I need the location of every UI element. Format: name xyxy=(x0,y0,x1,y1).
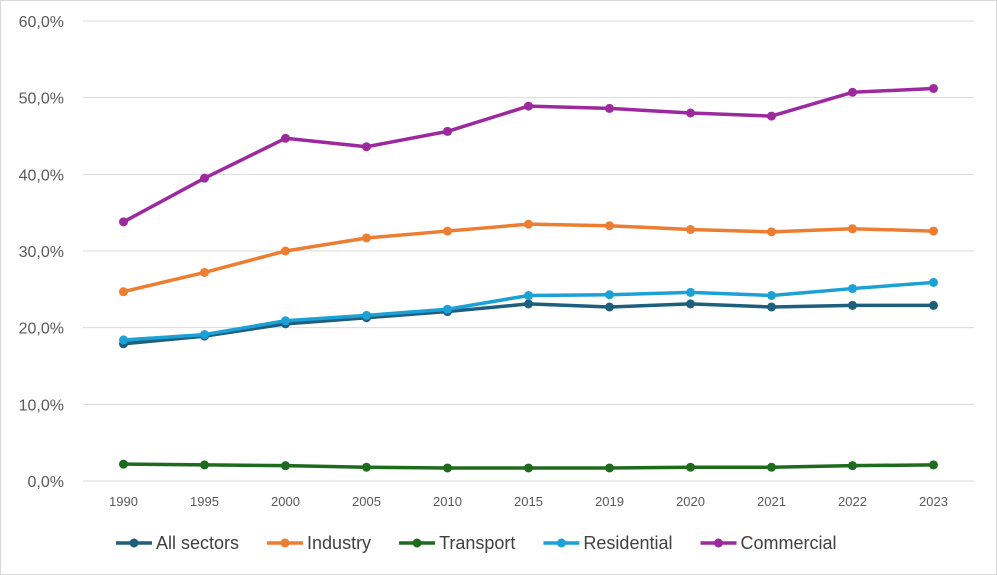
data-point xyxy=(848,284,857,294)
x-tick-label: 2005 xyxy=(352,494,381,509)
data-point xyxy=(686,462,695,472)
series-industry xyxy=(119,219,938,297)
x-tick-label: 2021 xyxy=(757,494,786,509)
data-point xyxy=(443,226,452,236)
data-point xyxy=(767,462,776,472)
data-point xyxy=(848,224,857,234)
data-point xyxy=(605,302,614,312)
data-point xyxy=(686,299,695,309)
data-point xyxy=(119,217,128,227)
data-point xyxy=(281,316,290,326)
y-tick-label: 20,0% xyxy=(19,321,64,338)
data-point xyxy=(767,302,776,312)
x-tick-label: 1995 xyxy=(190,494,219,509)
x-tick-label: 2020 xyxy=(676,494,705,509)
data-point xyxy=(524,290,533,300)
data-point xyxy=(848,87,857,97)
data-point xyxy=(929,226,938,236)
data-point xyxy=(605,290,614,300)
legend-marker xyxy=(412,538,422,548)
y-axis: 0,0% 10,0% 20,0% 30,0% 40,0% 50,0% 60,0% xyxy=(19,14,64,491)
y-tick-label: 10,0% xyxy=(19,397,64,414)
legend: All sectors Industry Transport Residential C… xyxy=(116,533,837,553)
legend-label: Residential xyxy=(583,533,672,553)
data-point xyxy=(767,111,776,121)
data-point xyxy=(686,108,695,118)
x-tick-label: 2019 xyxy=(595,494,624,509)
data-point xyxy=(524,463,533,473)
y-tick-label: 50,0% xyxy=(19,91,64,108)
series-line xyxy=(121,222,936,294)
data-point xyxy=(605,221,614,231)
data-point xyxy=(119,335,128,345)
data-point xyxy=(443,463,452,473)
data-point xyxy=(443,304,452,314)
legend-label: Commercial xyxy=(740,533,836,553)
legend-item: All sectors xyxy=(116,533,239,553)
x-axis: 1990 1995 2000 2005 2010 2015 2019 2020 2021 2022… xyxy=(109,494,948,509)
legend-label: Industry xyxy=(307,533,371,553)
data-point xyxy=(443,126,452,136)
data-point xyxy=(281,461,290,471)
data-point xyxy=(686,225,695,235)
data-point xyxy=(362,233,371,243)
y-tick-label: 60,0% xyxy=(19,14,64,31)
data-point xyxy=(605,103,614,113)
data-point xyxy=(605,463,614,473)
data-point xyxy=(767,290,776,300)
data-point xyxy=(929,83,938,93)
legend-item: Commercial xyxy=(700,533,837,553)
data-point xyxy=(524,219,533,229)
x-tick-label: 2022 xyxy=(838,494,867,509)
legend-item: Transport xyxy=(399,533,515,553)
data-point xyxy=(200,173,209,183)
data-point xyxy=(848,300,857,310)
legend-marker xyxy=(280,538,290,548)
data-point xyxy=(524,299,533,309)
legend-item: Residential xyxy=(543,533,672,553)
x-tick-label: 2010 xyxy=(433,494,462,509)
series-line xyxy=(121,302,936,346)
data-point xyxy=(200,330,209,340)
x-tick-label: 2023 xyxy=(919,494,948,509)
series-commercial xyxy=(119,83,938,227)
data-point xyxy=(119,287,128,297)
data-point xyxy=(362,462,371,472)
series-transport xyxy=(119,459,938,473)
data-point xyxy=(119,459,128,469)
data-point xyxy=(362,142,371,152)
x-tick-label: 1990 xyxy=(109,494,138,509)
data-point xyxy=(929,300,938,310)
data-point xyxy=(929,277,938,287)
y-tick-label: 30,0% xyxy=(19,244,64,261)
data-point xyxy=(524,101,533,111)
data-point xyxy=(281,133,290,143)
data-point xyxy=(767,227,776,237)
data-point xyxy=(848,461,857,471)
data-point xyxy=(200,267,209,277)
y-tick-label: 0,0% xyxy=(28,474,64,491)
x-tick-label: 2000 xyxy=(271,494,300,509)
legend-marker xyxy=(129,538,139,548)
y-tick-label: 40,0% xyxy=(19,167,64,184)
x-tick-label: 2015 xyxy=(514,494,543,509)
data-point xyxy=(281,246,290,256)
legend-item: Industry xyxy=(267,533,371,553)
series-lines xyxy=(119,83,938,473)
series-all-sectors xyxy=(119,299,938,349)
legend-marker xyxy=(713,538,723,548)
data-point xyxy=(200,460,209,470)
legend-label: All sectors xyxy=(156,533,239,553)
legend-label: Transport xyxy=(439,533,515,553)
series-residential xyxy=(119,277,938,345)
data-point xyxy=(686,287,695,297)
legend-marker xyxy=(556,538,566,548)
data-point xyxy=(362,310,371,320)
data-point xyxy=(929,460,938,470)
gridlines xyxy=(83,20,974,482)
